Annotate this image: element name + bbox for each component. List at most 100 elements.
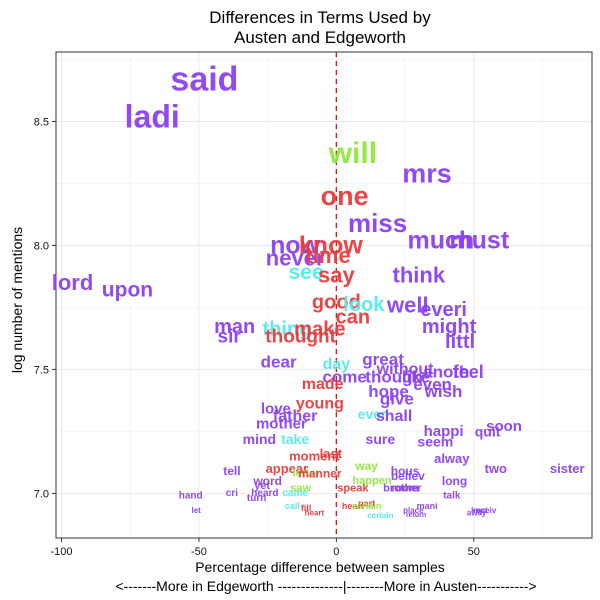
word-point: littl [445, 331, 475, 353]
word-point: mother [256, 415, 307, 432]
chart-title-line2: Austen and Edgeworth [234, 28, 406, 47]
word-point: might [422, 316, 477, 338]
word-point: talk [443, 490, 461, 501]
word-point: thought [265, 327, 336, 348]
word-point: last [320, 446, 343, 461]
word-point: miss [348, 208, 407, 238]
word-point: sure [366, 431, 396, 447]
word-point: heard [251, 488, 278, 499]
word-point: happen [353, 475, 392, 487]
x-tick-label: -50 [191, 546, 207, 558]
x-axis-title-line2: <-------More in Edgeworth --------------… [115, 578, 536, 594]
word-point: great [362, 350, 404, 369]
y-tick-label: 8.0 [34, 240, 49, 252]
word-point: never [266, 245, 325, 270]
word-point: made [302, 376, 344, 393]
y-axis-title: log number of mentions [9, 227, 25, 373]
word-point: let [192, 506, 202, 515]
word-point: give [380, 390, 414, 409]
word-point: appear [266, 461, 309, 476]
y-tick-label: 7.0 [34, 488, 49, 500]
x-tick-label: 50 [468, 546, 480, 558]
word-point: man [214, 316, 255, 338]
axis-ticks: -100 -50 0 50 7.0 7.5 8.0 8.5 [34, 116, 480, 558]
word-point: saw [290, 482, 311, 494]
word-point: love [261, 401, 291, 418]
word-point: long [442, 474, 467, 488]
word-point: like [402, 367, 430, 386]
word-point: can [336, 306, 370, 328]
x-axis-title: Percentage difference between samples [195, 559, 445, 575]
y-tick-label: 8.5 [34, 116, 49, 128]
word-point: happi [424, 423, 464, 440]
word-point: know [299, 231, 363, 259]
word-point: moment [289, 449, 340, 464]
word-point: certain [367, 511, 393, 520]
word-point: day [323, 356, 351, 373]
word-point: said [170, 60, 238, 98]
word-point: cri [226, 488, 238, 499]
word-point: think [393, 263, 446, 288]
word-point: way [354, 459, 378, 473]
word-point: seem [417, 433, 453, 449]
word-point: ever [358, 406, 387, 422]
word-point: away [467, 509, 487, 518]
word-point: fill [301, 503, 312, 513]
word-point: turn [247, 493, 266, 504]
word-point: call [285, 501, 300, 511]
word-point: alway [434, 451, 470, 466]
word-point: dear [261, 352, 297, 371]
word-point: believ [391, 469, 425, 483]
word-point: take [281, 431, 309, 447]
chart-titles: Differences in Terms Used by Austen and … [209, 8, 431, 47]
word-point: place [403, 506, 424, 515]
word-point: everi [420, 299, 467, 321]
word-point: heart [305, 509, 325, 518]
word-point: one [321, 181, 369, 211]
x-tick-label: 0 [333, 546, 339, 558]
word-point: hand [179, 490, 203, 501]
word-point: young [296, 396, 344, 413]
word-point: part [358, 498, 375, 508]
word-point: return [406, 512, 426, 519]
word-point: mrs [402, 159, 452, 189]
word-point: see [289, 261, 324, 284]
word-point: must [449, 226, 509, 254]
word-point: mani [417, 501, 438, 511]
word-point: ladi [125, 98, 180, 134]
word-point: well [386, 292, 429, 317]
word-point: manner [298, 467, 342, 481]
word-point: anoth [423, 362, 469, 381]
word-point: now [270, 231, 321, 259]
word-point: say [318, 263, 355, 288]
word-point: will [328, 137, 377, 170]
word-point: heart [342, 501, 364, 511]
word-point: brother [383, 482, 422, 494]
word-point: letter [293, 468, 321, 480]
word-point: speak [337, 482, 369, 494]
word-point: good [312, 291, 361, 313]
word-point: upon [102, 279, 153, 302]
word-point: yet [254, 480, 270, 492]
word-point: certain [352, 501, 382, 511]
word-point: sister [550, 461, 585, 476]
x-tick-label: -100 [50, 546, 72, 558]
word-point: look [343, 294, 385, 316]
word-point: even [413, 375, 452, 394]
word-point: sir [218, 327, 242, 348]
word-point: room [391, 482, 419, 494]
word-point: lord [52, 270, 94, 295]
word-point: hous [391, 464, 420, 478]
word-point: much [407, 226, 474, 254]
word-point: wish [424, 382, 463, 401]
word-point: without [376, 361, 435, 378]
word-point: quit [475, 423, 501, 439]
word-point: word [252, 474, 282, 488]
word-point: tell [223, 464, 240, 478]
word-point: shall [376, 408, 412, 425]
word-point: feel [453, 362, 484, 382]
word-point: mind [243, 431, 276, 447]
y-tick-label: 7.5 [34, 364, 49, 376]
